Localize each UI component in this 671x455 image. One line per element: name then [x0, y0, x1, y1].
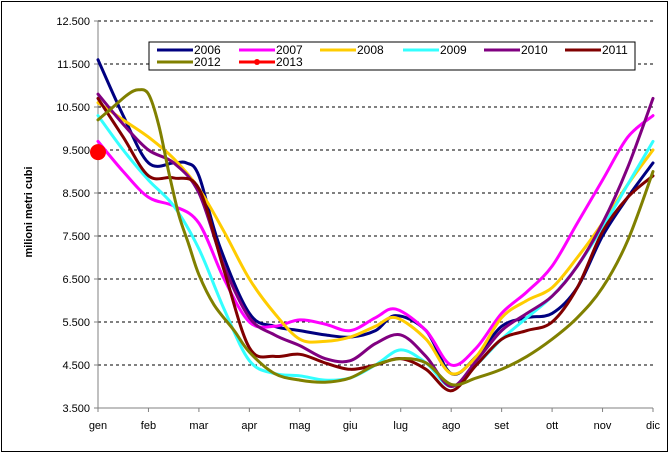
- x-tick-label: ago: [442, 420, 460, 432]
- x-tick-label: mar: [189, 420, 208, 432]
- x-tick-label: giu: [343, 420, 358, 432]
- x-tick-label: set: [494, 420, 509, 432]
- legend: 2006 2007 2008 2009 2010 2011 2012 2013: [148, 41, 636, 71]
- y-tick-label: 6.500: [62, 274, 90, 286]
- y-tick-label: 10.500: [56, 102, 90, 114]
- legend-label-2008: 2008: [357, 43, 384, 57]
- legend-label-2006: 2006: [194, 43, 221, 57]
- y-axis-label: milioni metri cubi: [23, 166, 35, 257]
- x-tick-label: gen: [89, 420, 107, 432]
- series-point-2013: [90, 144, 106, 161]
- series-line-2012: [96, 88, 655, 387]
- series-line-2010: [96, 92, 655, 388]
- series-lines: [90, 58, 655, 393]
- x-tick-label: ott: [546, 420, 558, 432]
- y-tick-label: 5.500: [62, 317, 90, 329]
- y-tick-label: 11.500: [57, 59, 90, 71]
- x-tick-label: mag: [289, 420, 310, 432]
- y-tick-label: 9.500: [62, 145, 90, 157]
- y-tick-label: 7.500: [62, 231, 90, 243]
- legend-label-2013: 2013: [276, 55, 303, 69]
- legend-label-2011: 2011: [602, 43, 628, 57]
- y-tick-label: 3.500: [62, 403, 90, 415]
- y-tick-label: 12.500: [56, 16, 90, 28]
- legend-label-2010: 2010: [521, 43, 548, 57]
- y-axis: 3.500 4.500 5.500 6.500 7.500 8.500 9.500 10.50…: [56, 16, 99, 415]
- y-tick-label: 8.500: [62, 188, 90, 200]
- series-line-2007: [96, 114, 655, 367]
- legend-label-2009: 2009: [440, 43, 467, 57]
- x-tick-label: lug: [393, 420, 408, 432]
- gridlines: [98, 20, 653, 366]
- legend-label-2012: 2012: [194, 55, 221, 69]
- x-axis: gen feb mar apr mag giu lug ago set ott nov dic: [89, 407, 661, 432]
- x-tick-label: apr: [241, 420, 257, 432]
- legend-box: [148, 41, 636, 71]
- legend-label-2007: 2007: [276, 43, 303, 57]
- series-line-2011: [96, 96, 655, 393]
- legend-marker-2013: [254, 59, 260, 65]
- series-line-2009: [96, 114, 655, 388]
- y-tick-label: 4.500: [62, 360, 90, 372]
- x-tick-label: dic: [646, 420, 661, 432]
- series-line-2006: [96, 58, 655, 376]
- x-tick-label: feb: [141, 420, 156, 432]
- x-tick-label: nov: [594, 420, 612, 432]
